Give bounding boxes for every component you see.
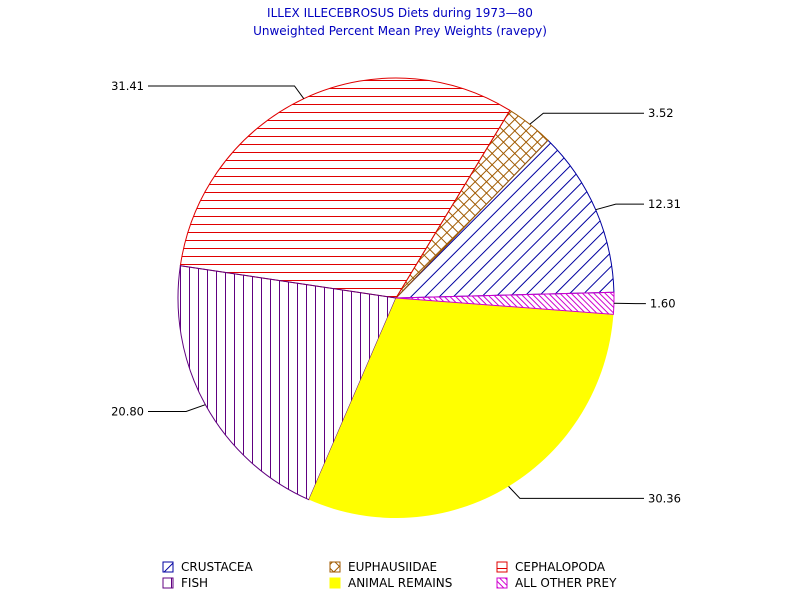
legend-label-euphausiidae: EUPHAUSIIDAE [348, 560, 437, 574]
leader-line-fish [148, 404, 206, 412]
leader-line-crustacea [595, 203, 644, 211]
legend-swatch-cephalopoda [496, 561, 508, 573]
legend-label-animal-remains: ANIMAL REMAINS [348, 576, 452, 590]
slice-label-euphausiidae: 3.52 [648, 106, 674, 120]
leader-line-euphausiidae [529, 112, 644, 125]
pie-slice-fish [177, 265, 397, 501]
pie-slice-crustacea [394, 139, 615, 299]
legend-item-euphausiidae: EUPHAUSIIDAE [329, 560, 437, 574]
legend-swatch-fish [162, 577, 174, 589]
slice-label-cephalopoda: 31.41 [111, 79, 144, 93]
legend-item-animal-remains: ANIMAL REMAINS [329, 576, 452, 590]
legend-item-cephalopoda: CEPHALOPODA [496, 560, 606, 574]
legend-label-fish: FISH [181, 576, 208, 590]
pie-slice-animal-remains [308, 298, 614, 519]
leader-line-cephalopoda [148, 85, 305, 99]
legend-label-crustacea: CRUSTACEA [181, 560, 253, 574]
leader-line-animal-remains [508, 486, 644, 499]
slice-label-animal-remains: 30.36 [648, 491, 681, 505]
chart-title: ILLEX ILLECEBROSUS Diets during 1973—80 [267, 6, 533, 20]
slice-label-crustacea: 12.31 [648, 197, 681, 211]
legend-item-all-other-prey: ALL OTHER PREY [496, 576, 617, 590]
legend-item-crustacea: CRUSTACEA [162, 560, 253, 574]
legend-label-all-other-prey: ALL OTHER PREY [515, 576, 617, 590]
legend: CRUSTACEA EUPHAUSIIDAE CEPHALOPODA FISH ANIM… [162, 560, 617, 590]
chart-subtitle: Unweighted Percent Mean Prey Weights (ra… [253, 24, 547, 38]
slice-label-all-other-prey: 1.60 [650, 297, 676, 311]
legend-swatch-all-other-prey [496, 577, 508, 589]
slice-label-fish: 20.80 [111, 404, 144, 418]
slice-leader-lines [148, 85, 646, 499]
legend-swatch-animal-remains [329, 577, 341, 589]
legend-item-fish: FISH [162, 576, 208, 590]
legend-swatch-crustacea [162, 561, 174, 573]
slice-labels: 12.31 3.52 31.41 20.80 30.36 1.60 [111, 79, 681, 505]
pie-slices [177, 77, 615, 519]
legend-label-cephalopoda: CEPHALOPODA [515, 560, 606, 574]
legend-swatch-euphausiidae [329, 561, 341, 573]
